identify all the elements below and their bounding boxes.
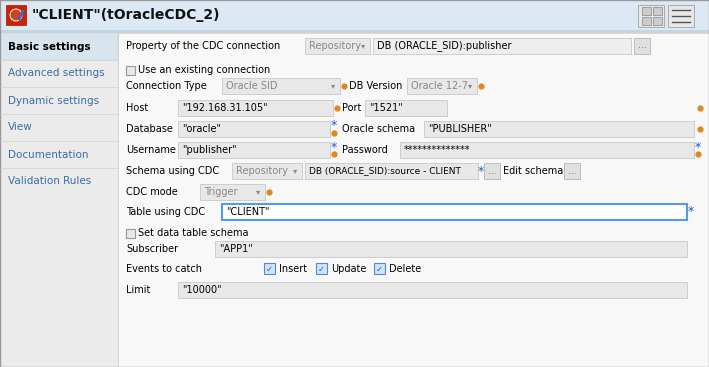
Text: ▾: ▾ [293,167,297,175]
Text: "1521": "1521" [369,103,403,113]
Bar [634,38,650,54]
Text: ✓: ✓ [318,265,325,273]
Text: ▾: ▾ [256,188,260,196]
Text: ▾: ▾ [361,41,365,51]
Text: CDC mode: CDC mode [126,187,178,197]
Bar [424,121,694,137]
Text: Edit schema: Edit schema [503,166,563,176]
Text: Advanced settings: Advanced settings [8,69,105,79]
Bar [200,184,265,200]
Text: Username: Username [126,145,176,155]
Text: ▾: ▾ [331,81,335,91]
Text: "10000": "10000" [182,285,222,295]
Bar [232,163,302,179]
Bar [126,65,135,75]
Text: Insert: Insert [279,264,307,274]
Bar [316,263,327,274]
Bar [0,0,709,30]
Text: Trigger: Trigger [204,187,238,197]
Text: Oracle schema: Oracle schema [342,124,415,134]
Circle shape [10,9,22,21]
Text: Table using CDC: Table using CDC [126,207,205,217]
Bar [305,163,478,179]
Text: ...: ... [568,167,576,175]
Text: Repository: Repository [309,41,361,51]
Text: Documentation: Documentation [8,149,89,160]
Bar [407,78,477,94]
Bar [6,5,26,25]
Text: Validation Rules: Validation Rules [8,177,91,186]
Text: *: * [695,141,701,153]
Bar [178,121,330,137]
Text: DB Version: DB Version [349,81,403,91]
Text: Set data table schema: Set data table schema [138,228,248,238]
Bar [178,282,687,298]
Text: **************: ************** [404,145,471,155]
Text: Delete: Delete [389,264,421,274]
Text: Subscriber: Subscriber [126,244,178,254]
Text: "publisher": "publisher" [182,145,237,155]
Text: "192.168.31.105": "192.168.31.105" [182,103,267,113]
Text: View: View [8,123,33,132]
Bar [222,78,340,94]
Text: Limit: Limit [126,285,150,295]
Text: DB (ORACLE_SID):publisher: DB (ORACLE_SID):publisher [377,40,511,51]
Bar [178,100,333,116]
Bar [305,38,370,54]
Bar [365,100,447,116]
Bar [222,204,687,220]
Text: "APP1": "APP1" [219,244,252,254]
Bar [642,17,651,25]
Bar [564,163,580,179]
Bar [178,142,330,158]
Text: "oracle": "oracle" [182,124,221,134]
Text: Host: Host [126,103,148,113]
Bar [126,229,135,237]
Text: ...: ... [637,41,647,51]
Bar [264,263,275,274]
Bar [642,7,651,15]
Bar [668,5,694,27]
Bar [374,263,385,274]
Text: Basic settings: Basic settings [8,41,91,51]
Text: ✓: ✓ [266,265,273,273]
Bar [0,33,118,60]
Text: Password: Password [342,145,388,155]
Bar [0,33,118,367]
Text: Oracle SID: Oracle SID [226,81,277,91]
Text: "CLIENT"(tOracleCDC_2): "CLIENT"(tOracleCDC_2) [32,8,220,22]
Text: Events to catch: Events to catch [126,264,202,274]
Text: DB (ORACLE_SID):source - CLIENT: DB (ORACLE_SID):source - CLIENT [309,167,461,175]
Text: "PUBLISHER": "PUBLISHER" [428,124,492,134]
Text: ...: ... [488,167,496,175]
Text: Use an existing connection: Use an existing connection [138,65,270,75]
Bar [0,30,709,33]
Text: "CLIENT": "CLIENT" [226,207,269,217]
Bar [215,241,687,257]
Text: Update: Update [331,264,367,274]
Bar [484,163,500,179]
Bar [118,33,709,367]
Text: *: * [331,120,337,132]
Text: Connection Type: Connection Type [126,81,207,91]
Text: *: * [688,206,694,218]
Text: *: * [478,164,484,178]
Bar [653,17,662,25]
Bar [400,142,694,158]
Bar [373,38,631,54]
Text: Oracle 12-7: Oracle 12-7 [411,81,468,91]
Text: *: * [331,141,337,153]
Text: Dynamic settings: Dynamic settings [8,95,99,105]
Bar [653,7,662,15]
Text: Database: Database [126,124,173,134]
Text: Property of the CDC connection: Property of the CDC connection [126,41,280,51]
Bar [638,5,664,27]
Text: ✓: ✓ [376,265,383,273]
Text: ▾: ▾ [468,81,472,91]
Text: Repository: Repository [236,166,288,176]
Text: Schema using CDC: Schema using CDC [126,166,219,176]
Text: Port: Port [342,103,362,113]
